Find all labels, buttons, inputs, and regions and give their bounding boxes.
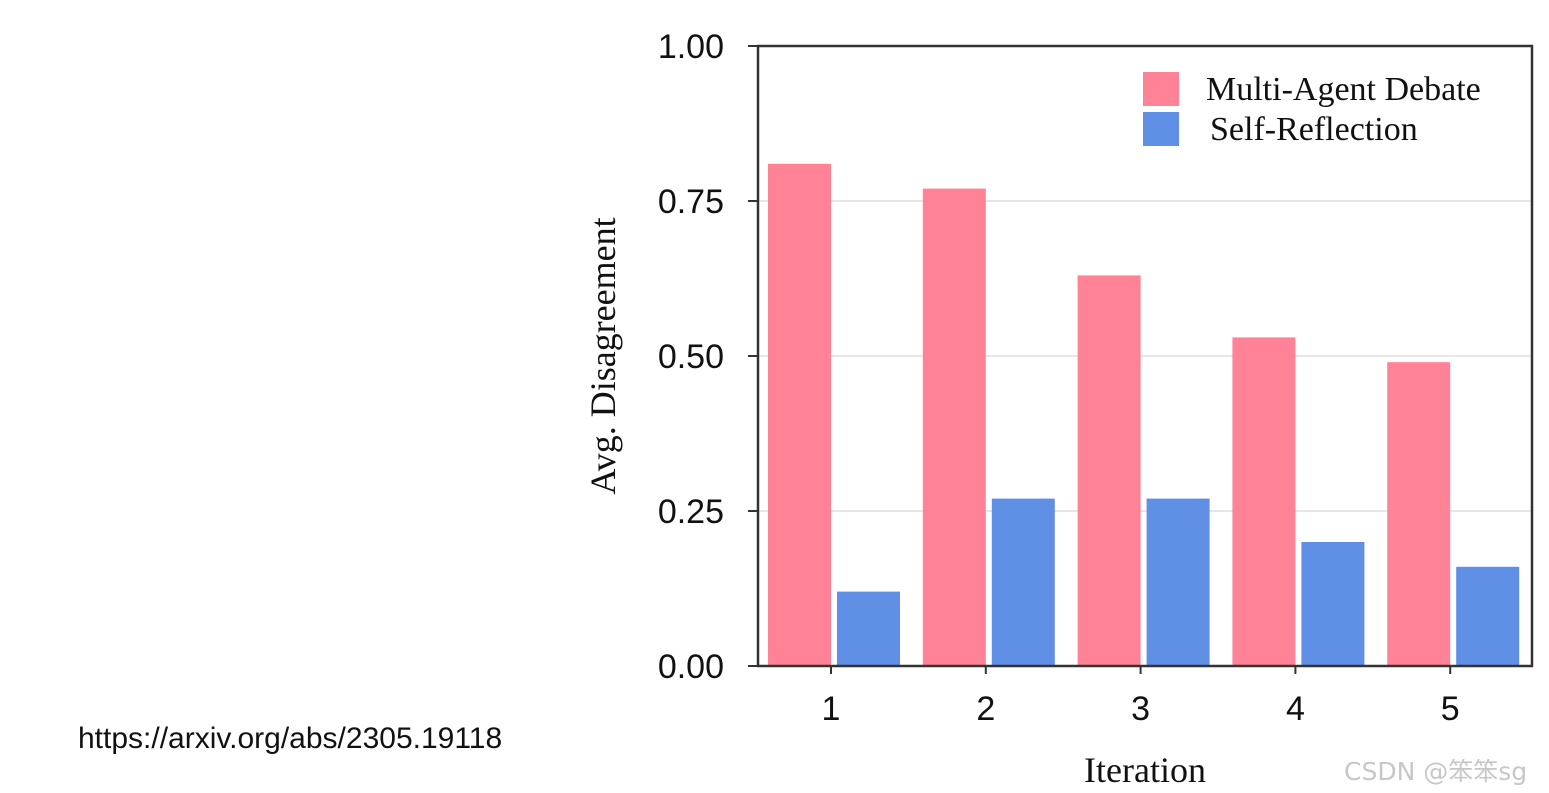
y-axis-label: Avg. Disagreement (583, 217, 623, 494)
y-tick-label: 0.75 (658, 183, 724, 221)
x-tick-label: 3 (1131, 690, 1150, 728)
x-tick-label: 1 (822, 690, 841, 728)
x-axis-ticks: 1 2 3 4 5 (822, 666, 1460, 728)
bars (768, 163, 1520, 667)
legend-label: Self-Reflection (1210, 111, 1418, 148)
legend-label: Multi-Agent Debate (1206, 71, 1481, 108)
x-tick-label: 4 (1286, 690, 1305, 728)
watermark: CSDN @笨笨sg (1344, 757, 1528, 786)
legend-swatch (1143, 112, 1179, 146)
bar-multi-agent-debate-5 (1387, 362, 1451, 666)
source-url[interactable]: https://arxiv.org/abs/2305.19118 (78, 722, 503, 755)
bar-multi-agent-debate-1 (768, 163, 831, 667)
bar-multi-agent-debate-3 (1077, 275, 1141, 666)
y-tick-label: 1.00 (658, 28, 724, 66)
bar-multi-agent-debate-2 (922, 188, 986, 666)
bar-self-reflection-1 (837, 591, 900, 666)
bar-self-reflection-5 (1456, 566, 1520, 666)
y-tick-label: 0.25 (658, 493, 724, 531)
y-axis-ticks: 0.00 0.25 0.50 0.75 1.00 (658, 28, 758, 686)
y-tick-label: 0.50 (658, 338, 724, 376)
bar-self-reflection-4 (1301, 542, 1365, 666)
legend-swatch (1143, 72, 1179, 106)
bar-multi-agent-debate-4 (1232, 337, 1296, 666)
bar-self-reflection-2 (991, 498, 1055, 666)
y-tick-label: 0.00 (658, 648, 724, 686)
x-tick-label: 2 (976, 690, 995, 728)
x-axis-label: Iteration (1084, 750, 1206, 790)
bar-self-reflection-3 (1146, 498, 1210, 666)
x-tick-label: 5 (1441, 690, 1460, 728)
